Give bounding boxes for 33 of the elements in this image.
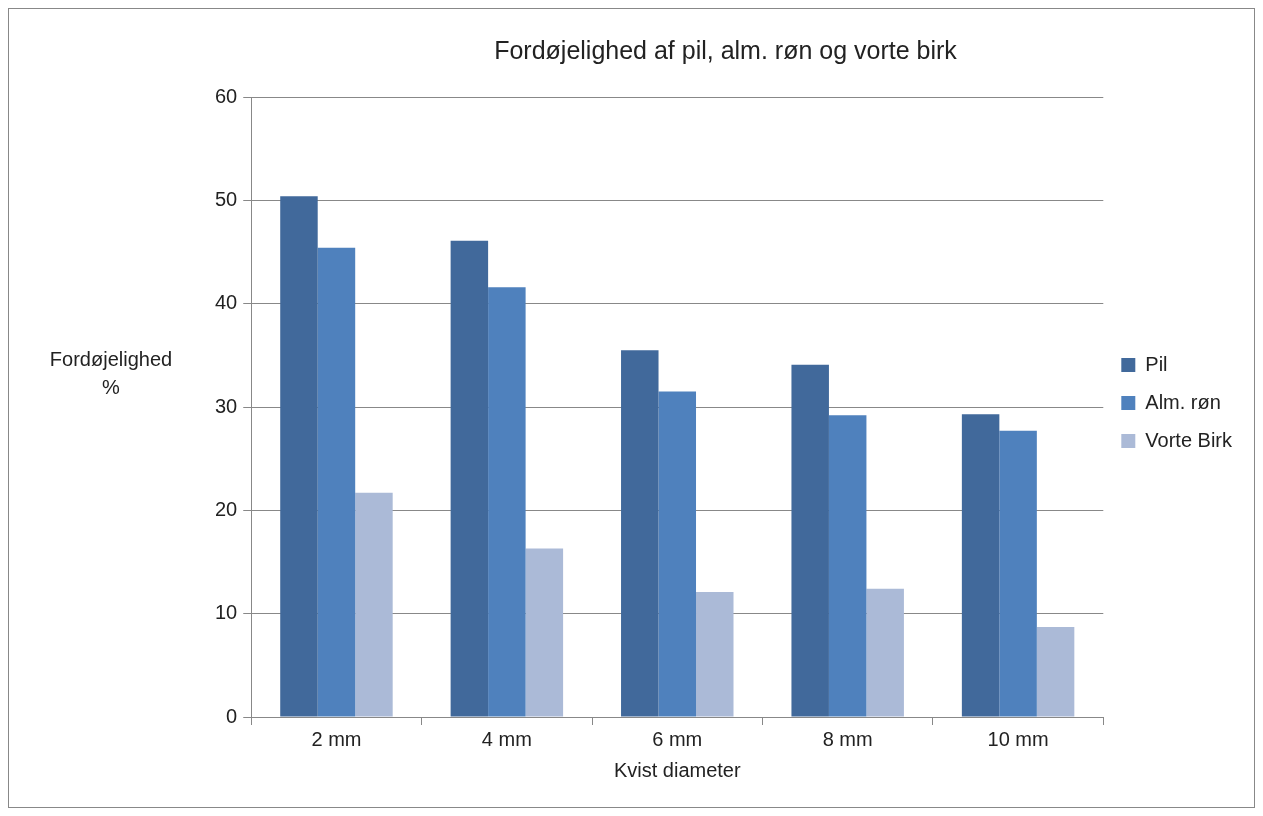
- x-tick-label: 8 mm: [822, 727, 873, 750]
- y-tick-label: 30: [215, 394, 238, 417]
- bar: [280, 196, 318, 717]
- bar: [525, 548, 564, 717]
- bar: [355, 492, 393, 717]
- y-axis-title: Fordøjelighed %: [49, 347, 173, 398]
- legend-label: Pil: [1145, 352, 1168, 375]
- bar: [488, 287, 526, 717]
- bar: [828, 415, 867, 717]
- bar: [317, 247, 356, 717]
- bar: [658, 391, 697, 717]
- bar: [999, 430, 1037, 717]
- x-tick-label: 4 mm: [481, 727, 532, 750]
- bar: [791, 364, 829, 717]
- y-tick-label: 10: [215, 601, 238, 624]
- bar: [866, 588, 904, 717]
- bar: [696, 591, 734, 717]
- bar: [450, 240, 489, 717]
- legend-label: Vorte Birk: [1145, 428, 1233, 451]
- y-tick-label: 20: [215, 497, 238, 520]
- bar: [621, 350, 659, 717]
- y-tick-label: 40: [215, 291, 238, 314]
- legend-label: Alm. røn: [1145, 390, 1221, 413]
- x-tick-label: 6 mm: [652, 727, 703, 750]
- bar: [1036, 627, 1075, 717]
- x-tick-label: 2 mm: [311, 727, 362, 750]
- y-tick-label: 0: [226, 704, 238, 727]
- y-tick-label: 50: [215, 187, 238, 210]
- chart-title: Fordøjelighed af pil, alm. røn og vorte birk: [494, 35, 958, 64]
- x-axis-title: Kvist diameter: [613, 758, 741, 781]
- y-tick-label: 60: [215, 84, 238, 107]
- x-tick-label: 10 mm: [987, 727, 1049, 750]
- bar: [961, 414, 1000, 717]
